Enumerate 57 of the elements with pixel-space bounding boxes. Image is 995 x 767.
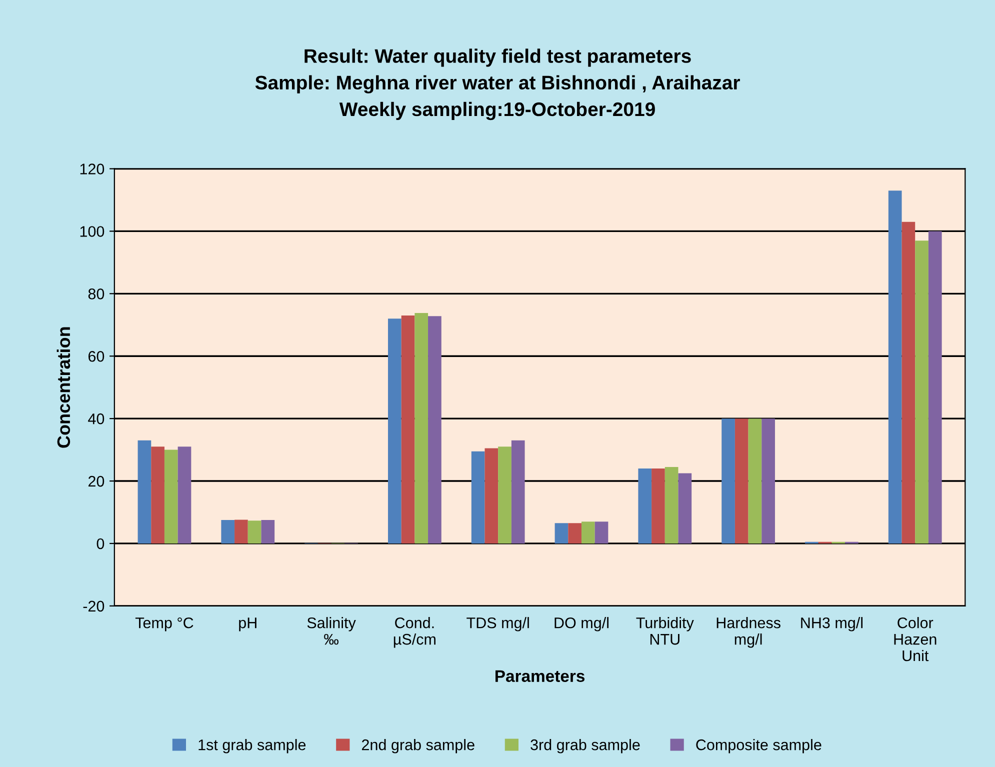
x-tick-label: Cond. µS/cm <box>394 617 436 648</box>
legend-label: 3rd grab sample <box>530 739 640 754</box>
y-tick-label: 20 <box>88 476 104 487</box>
x-axis-title: Parameters <box>496 670 585 682</box>
bar <box>484 448 498 544</box>
bar <box>652 468 665 544</box>
y-tick-label: -20 <box>83 600 104 612</box>
x-tick-label: DO mg/l <box>554 617 608 632</box>
bar <box>664 466 678 544</box>
bar <box>401 316 415 544</box>
x-tick-label: pH <box>239 618 256 632</box>
y-axis-title: Concentration <box>56 327 70 448</box>
bar <box>594 522 608 544</box>
legend-label: Composite sample <box>696 739 822 754</box>
x-tick-label: Hardness mg/l <box>716 617 780 648</box>
bar <box>568 523 582 544</box>
bar <box>722 418 735 544</box>
bar <box>915 240 928 544</box>
bar <box>261 520 275 544</box>
legend-label: 2nd grab sample <box>362 739 474 754</box>
x-tick-label: Turbidity NTU <box>636 617 694 645</box>
bar <box>221 520 235 544</box>
x-tick-label: TDS mg/l <box>466 617 529 632</box>
bar <box>234 520 248 544</box>
bar <box>178 446 192 544</box>
x-tick-label: Color Hazen Unit <box>894 617 936 662</box>
bar <box>511 440 525 544</box>
bar <box>248 520 262 544</box>
y-tick-label: 60 <box>88 350 104 362</box>
y-tick-label: 80 <box>88 288 104 300</box>
y-tick-label: 40 <box>88 413 104 424</box>
x-tick-label: NH3 mg/l <box>801 617 863 632</box>
bar <box>471 451 485 544</box>
x-tick-label: Temp °C <box>135 617 194 632</box>
bar <box>414 313 428 544</box>
bar <box>138 440 152 544</box>
bar <box>748 418 762 544</box>
bar <box>888 190 902 544</box>
y-tick-label: 0 <box>96 538 104 550</box>
bar <box>164 450 178 544</box>
bar <box>498 446 512 544</box>
bar <box>554 523 568 544</box>
bar <box>638 468 652 544</box>
bar <box>428 316 442 544</box>
y-tick-label: 120 <box>80 164 104 174</box>
legend-label: 1st grab sample <box>198 739 306 754</box>
chart-title: Result: Water quality field test parameters Sample: Meghna river water at Bishnondi , Araihazar Weekly sampling:19-October-2019 <box>255 48 740 120</box>
bar <box>151 446 164 544</box>
bar <box>734 418 748 544</box>
bar <box>928 231 942 544</box>
y-tick-label: 100 <box>80 226 104 237</box>
bar <box>388 318 402 544</box>
bar <box>762 418 775 544</box>
x-tick-label: Salinity ‰ <box>307 617 356 645</box>
bar <box>902 222 916 544</box>
bar <box>581 522 595 544</box>
bar <box>678 473 692 544</box>
